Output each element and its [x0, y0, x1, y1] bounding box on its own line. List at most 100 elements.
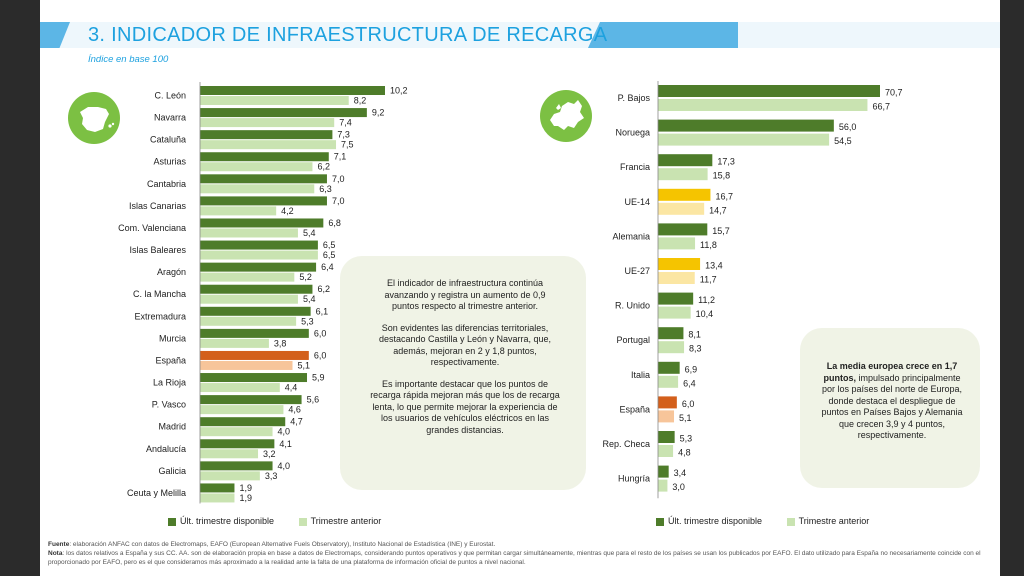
bar-previous — [658, 410, 675, 423]
right-info-panel — [800, 328, 980, 488]
bar-previous — [200, 493, 235, 503]
value-label-previous: 4,8 — [678, 448, 691, 458]
left-info-paragraph-1: El indicador de infraestructura continúa… — [384, 278, 546, 311]
right-info-rest: impulsado principalmente por los países … — [821, 372, 963, 441]
category-label: Islas Baleares — [129, 245, 186, 255]
category-label: Rep. Checa — [602, 439, 650, 449]
bar-previous — [658, 237, 696, 250]
value-label-previous: 11,7 — [700, 275, 717, 285]
bar-current — [658, 396, 677, 409]
category-label: Francia — [620, 162, 650, 172]
value-label-current: 6,0 — [314, 328, 327, 338]
value-label-current: 15,7 — [712, 226, 730, 236]
bar-previous — [658, 202, 705, 215]
value-label-previous: 3,2 — [263, 449, 276, 459]
bar-previous — [200, 272, 295, 282]
value-label-previous: 5,2 — [299, 272, 312, 282]
legend-item-current: Últ. trimestre disponible — [656, 516, 762, 526]
value-label-previous: 3,8 — [274, 338, 287, 348]
value-label-current: 8,1 — [688, 330, 701, 340]
value-label-previous: 3,3 — [265, 471, 278, 481]
bar-previous — [200, 140, 337, 150]
legend-label-current: Últ. trimestre disponible — [668, 516, 763, 526]
bar-current — [200, 108, 367, 118]
bar-previous — [658, 375, 679, 388]
legend-label-previous: Trimestre anterior — [798, 516, 870, 526]
category-label: Extremadura — [134, 311, 186, 321]
value-label-current: 6,0 — [682, 399, 695, 409]
value-label-current: 13,4 — [705, 261, 723, 271]
right-legend: Últ. trimestre disponible Trimestre ante… — [656, 516, 891, 526]
bar-previous — [658, 168, 708, 181]
legend-swatch-previous — [298, 517, 307, 526]
bar-previous — [200, 294, 298, 304]
category-label: Andalucía — [146, 444, 186, 454]
value-label-current: 56,0 — [839, 122, 857, 132]
bar-current — [658, 119, 834, 132]
category-label: España — [155, 355, 186, 365]
value-label-current: 6,8 — [328, 218, 341, 228]
category-label: Com. Valenciana — [118, 223, 186, 233]
value-label-previous: 11,8 — [700, 240, 717, 250]
legend-item-current: Últ. trimestre disponible — [168, 516, 274, 526]
value-label-previous: 8,3 — [689, 344, 702, 354]
value-label-previous: 7,5 — [341, 140, 354, 150]
category-label: C. la Mancha — [133, 289, 186, 299]
bar-current — [658, 154, 713, 167]
value-label-previous: 5,4 — [303, 294, 316, 304]
bar-previous — [200, 206, 277, 216]
value-label-current: 70,7 — [885, 88, 903, 98]
value-label-previous: 54,5 — [834, 136, 852, 146]
category-label: UE-14 — [624, 197, 650, 207]
title-accent-right — [588, 22, 738, 48]
bar-current — [200, 461, 273, 471]
bar-current — [200, 306, 311, 316]
legend-swatch-current — [656, 517, 664, 526]
bar-current — [200, 439, 275, 449]
bar-previous — [200, 228, 298, 238]
bar-previous — [658, 479, 668, 492]
value-label-current: 5,3 — [680, 434, 693, 444]
category-label: Noruega — [615, 128, 650, 138]
title-band: 3. INDICADOR DE INFRAESTRUCTURA DE RECAR… — [40, 22, 1000, 48]
category-label: Cantabria — [147, 179, 186, 189]
bar-current — [200, 328, 309, 338]
bar-current — [658, 361, 680, 374]
value-label-current: 3,4 — [674, 468, 687, 478]
bar-previous — [200, 449, 259, 459]
bar-current — [658, 292, 694, 305]
category-label: Ceuta y Melilla — [127, 488, 186, 498]
value-label-current: 7,1 — [334, 152, 347, 162]
bar-previous — [200, 96, 349, 105]
value-label-previous: 4,2 — [281, 206, 294, 216]
bar-current — [200, 395, 302, 405]
value-label-current: 10,2 — [390, 86, 408, 96]
value-label-current: 7,0 — [332, 196, 345, 206]
category-label: Cataluña — [150, 135, 186, 145]
legend-swatch-previous — [786, 517, 795, 526]
page-title: 3. INDICADOR DE INFRAESTRUCTURA DE RECAR… — [88, 24, 608, 46]
bar-previous — [658, 99, 868, 111]
spain-map-icon — [68, 92, 120, 144]
bar-current — [658, 465, 669, 478]
bar-previous — [200, 360, 293, 370]
bar-current — [200, 483, 235, 493]
bar-previous — [200, 383, 280, 393]
bar-current — [658, 431, 675, 443]
value-label-previous: 1,9 — [239, 493, 252, 503]
value-label-current: 1,9 — [239, 483, 252, 493]
bar-current — [200, 417, 286, 427]
value-label-previous: 4,6 — [288, 405, 301, 415]
category-label: Murcia — [159, 333, 186, 343]
value-label-previous: 10,4 — [696, 309, 714, 319]
value-label-previous: 15,8 — [713, 171, 731, 181]
right-info-bold: La media europea crece en 1,7 puntos, — [823, 361, 958, 383]
left-info-panel — [340, 256, 586, 490]
bar-previous — [200, 162, 313, 172]
category-label: La Rioja — [153, 378, 186, 388]
chart-regions: 10,2 8,2 C. León 9,2 7,4 Navarra 7,37,5 Cataluñ… — [118, 82, 408, 504]
category-label: Italia — [631, 370, 650, 380]
value-label-current: 4,1 — [279, 439, 292, 449]
title-band-right — [730, 22, 1000, 48]
value-label-current: 6,4 — [321, 262, 334, 272]
